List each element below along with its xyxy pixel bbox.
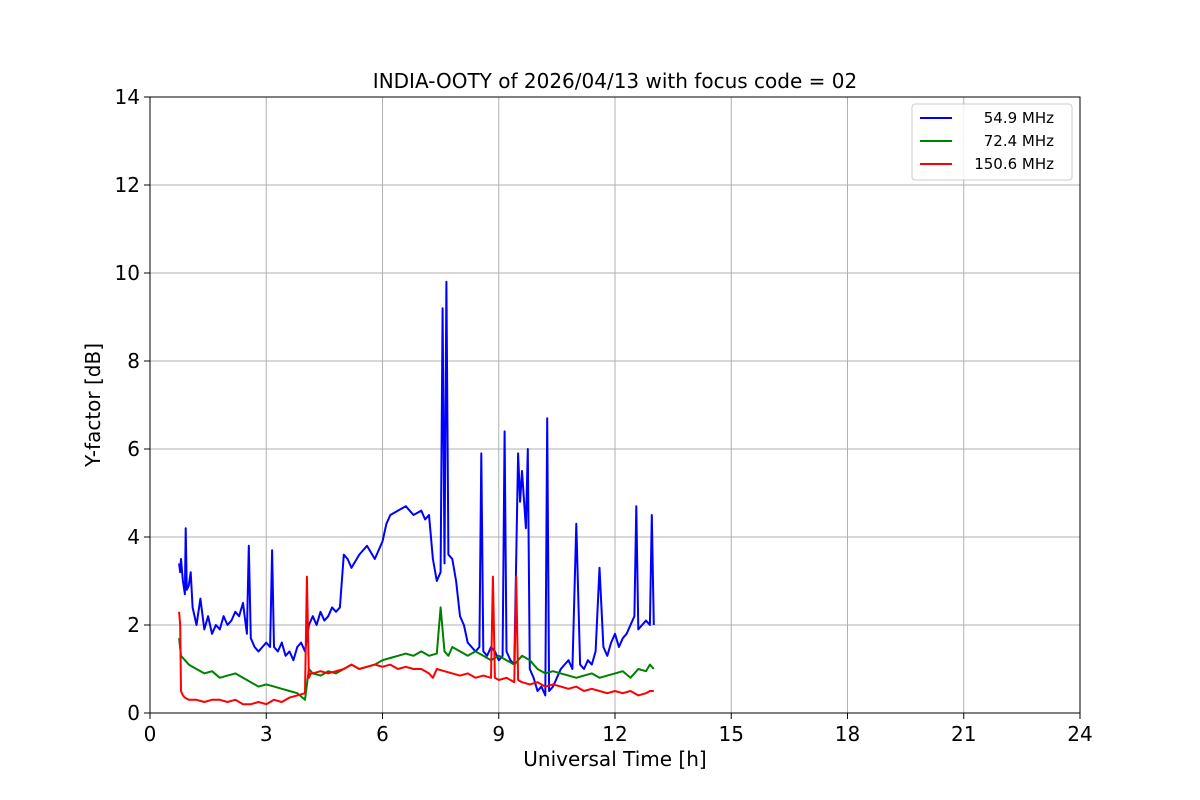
y-tick-label: 6 [127,437,140,461]
y-axis-ticks: 0 2 4 6 8 10 12 14 [115,85,150,725]
y-tick-label: 8 [127,349,140,373]
x-tick-label: 21 [951,722,976,746]
series-group [178,280,655,706]
series-line-2 [178,575,654,706]
x-axis-ticks: 0 3 6 9 12 15 18 21 24 [144,713,1093,746]
y-axis-label: Y-factor [dB] [81,343,105,468]
legend-label-1: 72.4 MHz [984,132,1054,150]
x-tick-label: 3 [260,722,273,746]
y-tick-label: 12 [115,173,140,197]
series-line-1 [178,606,655,701]
x-tick-label: 6 [376,722,389,746]
x-tick-label: 15 [719,722,744,746]
x-tick-label: 12 [602,722,627,746]
legend-box [911,103,1073,181]
x-axis-label: Universal Time [h] [523,747,706,771]
x-tick-label: 9 [492,722,505,746]
x-tick-label: 18 [835,722,860,746]
series-line-0 [178,280,655,697]
y-tick-label: 14 [115,85,140,109]
chart-title: INDIA-OOTY of 2026/04/13 with focus code… [373,69,857,93]
grid [149,96,1081,714]
y-tick-label: 4 [127,525,140,549]
y-tick-label: 10 [115,261,140,285]
y-tick-label: 2 [127,613,140,637]
legend: 54.9 MHz 72.4 MHz 150.6 MHz [911,103,1073,181]
y-tick-label: 0 [127,701,140,725]
legend-label-0: 54.9 MHz [984,109,1054,127]
x-tick-label: 0 [144,722,157,746]
x-tick-label: 24 [1067,722,1092,746]
legend-label-2: 150.6 MHz [974,155,1054,173]
